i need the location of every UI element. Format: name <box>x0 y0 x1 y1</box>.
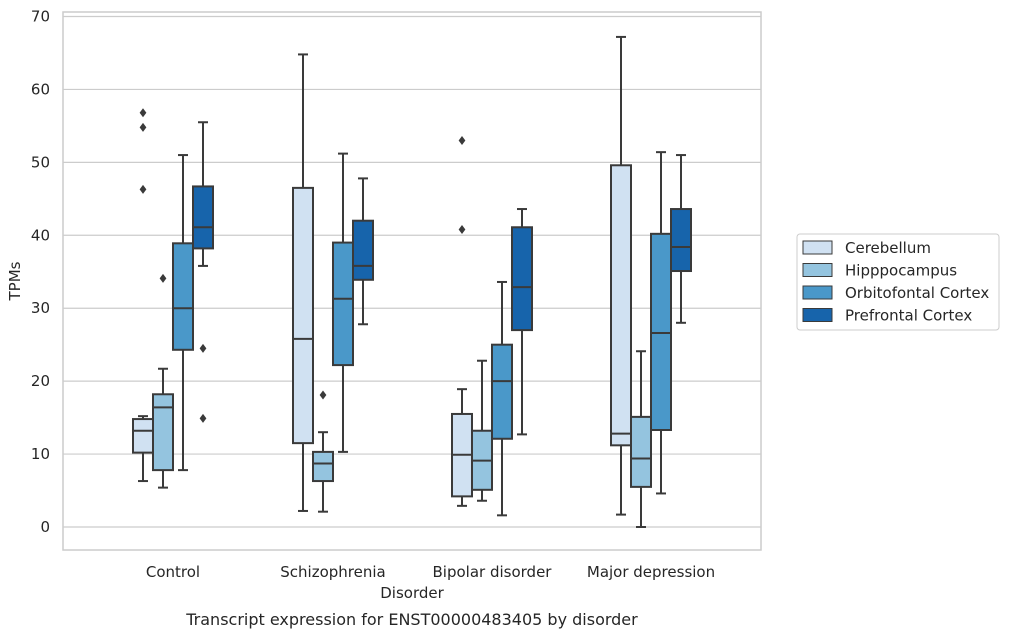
box-group <box>292 53 314 512</box>
legend-swatch <box>802 240 833 255</box>
legend-swatch <box>802 308 833 322</box>
box <box>352 219 374 281</box>
x-tick-labels: Control Schizophrenia Bipolar disorder Majo… <box>146 563 715 581</box>
outlier-point <box>139 122 147 132</box>
box <box>192 185 214 250</box>
legend-swatch <box>802 263 833 277</box>
box <box>312 450 334 483</box>
box-group <box>670 154 692 324</box>
box-group <box>312 390 334 513</box>
outlier-point <box>319 390 327 400</box>
y-tick-label: 20 <box>31 372 50 390</box>
box <box>332 241 354 367</box>
box-group <box>610 35 632 516</box>
box <box>630 415 652 488</box>
legend-label: Hipppocampus <box>845 262 957 280</box>
box-group <box>352 177 374 326</box>
y-tick-labels: 0 10 20 30 40 50 60 70 <box>31 8 50 537</box>
box <box>152 393 174 472</box>
y-axis-title: TPMs <box>6 261 24 301</box>
legend-label: Prefrontal Cortex <box>845 307 972 325</box>
box-group <box>132 108 154 483</box>
outlier-point <box>199 413 207 423</box>
x-tick-label: Major depression <box>587 563 715 581</box>
box-group <box>471 359 493 502</box>
box <box>670 208 692 273</box>
box-group <box>152 273 174 489</box>
box <box>132 418 154 454</box>
x-tick-label: Schizophrenia <box>280 563 385 581</box>
box-group <box>650 151 672 495</box>
boxes-layer <box>132 35 692 528</box>
legend-swatch <box>802 285 833 300</box>
legend: Cerebellum Hipppocampus Orbitofontal Corte… <box>796 233 1000 331</box>
legend-frame <box>796 233 1000 331</box>
box-group <box>491 280 513 517</box>
box-group <box>332 152 354 453</box>
box-group <box>172 154 194 472</box>
y-tick-label: 60 <box>31 80 50 98</box>
box-group <box>511 208 533 436</box>
y-tick-label: 40 <box>31 226 50 244</box>
plot-area-frame <box>62 11 762 551</box>
outlier-point <box>458 224 466 234</box>
outlier-point <box>199 343 207 353</box>
box-group <box>630 350 652 528</box>
legend-label: Cerebellum <box>845 239 931 257</box>
box <box>511 226 533 332</box>
box-group <box>192 121 214 423</box>
outlier-point <box>458 135 466 145</box>
x-axis-title: Disorder <box>380 584 444 602</box>
chart-caption: Transcript expression for ENST0000048340… <box>185 610 638 629</box>
y-tick-label: 10 <box>31 445 50 463</box>
box <box>610 164 632 447</box>
x-tick-label: Bipolar disorder <box>433 563 553 581</box>
box-group <box>451 135 473 507</box>
y-tick-label: 0 <box>40 518 50 536</box>
y-tick-label: 30 <box>31 299 50 317</box>
outlier-point <box>139 184 147 194</box>
legend-label: Orbitofontal Cortex <box>845 284 989 302</box>
outlier-point <box>159 273 167 283</box>
box <box>172 242 194 351</box>
x-tick-label: Control <box>146 563 200 581</box>
y-tick-label: 70 <box>31 8 50 26</box>
box <box>650 232 672 432</box>
box <box>491 343 513 440</box>
box <box>292 186 314 445</box>
y-tick-label: 50 <box>31 153 50 171</box>
outlier-point <box>139 108 147 118</box>
